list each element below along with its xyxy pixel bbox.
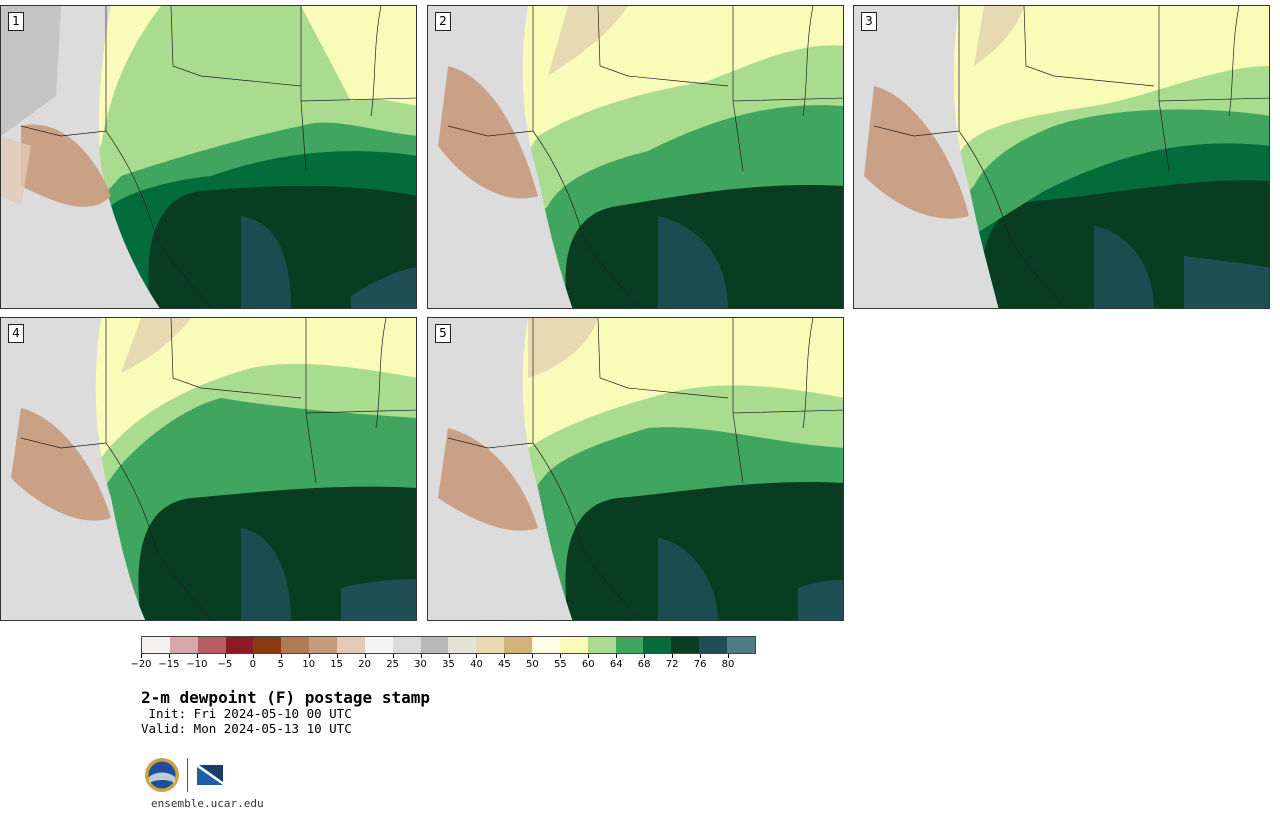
colorbar-tick-label: 0 (249, 659, 256, 670)
colorbar-swatch (142, 637, 170, 653)
colorbar-tick (336, 654, 338, 658)
website-url: ensemble.ucar.edu (151, 797, 264, 810)
map-panel-1: 1 (0, 5, 417, 309)
panel-number-label: 1 (8, 12, 24, 31)
colorbar-tick (196, 654, 198, 658)
colorbar-tick (476, 654, 478, 658)
colorbar-swatch (309, 637, 338, 653)
colorbar-tick (728, 654, 730, 658)
colorbar-swatch (169, 637, 198, 653)
colorbar-tick (448, 654, 450, 658)
colorbar-tick-label: 30 (414, 659, 427, 670)
colorbar-tick-label: 45 (498, 659, 511, 670)
colorbar-tick (700, 654, 702, 658)
colorbar-tick-label: 50 (525, 659, 539, 670)
colorbar-swatch (197, 637, 226, 653)
colorbar-tick (420, 654, 422, 658)
dewpoint-map (1, 318, 416, 620)
init-time: Init: Fri 2024-05-10 00 UTC (141, 706, 352, 721)
colorbar-tick (141, 654, 142, 658)
colorbar-tick-label: 60 (581, 659, 595, 670)
nsf-logo (145, 758, 179, 792)
colorbar-swatch (225, 637, 254, 653)
colorbar-tick-label: 20 (358, 659, 371, 670)
map-panel-3: 3 (853, 5, 1270, 309)
colorbar-tick-label: 25 (386, 659, 399, 670)
colorbar-tick-label: 35 (442, 659, 455, 670)
colorbar-swatch (392, 637, 421, 653)
colorbar-swatch (643, 637, 672, 653)
colorbar-tick (504, 654, 506, 658)
colorbar-swatch (337, 637, 365, 653)
logo-divider (187, 758, 188, 792)
colorbar-tick-label: −5 (217, 659, 233, 670)
colorbar-tick (308, 654, 310, 658)
colorbar-tick (280, 654, 282, 658)
colorbar-swatch (448, 637, 477, 653)
colorbar-swatch (699, 637, 728, 653)
colorbar-swatch (420, 637, 449, 653)
colorbar-tick-label: 72 (665, 659, 679, 670)
colorbar-tick (532, 654, 534, 658)
ncar-mark-icon (197, 765, 223, 785)
ncar-logo (197, 765, 223, 785)
colorbar-tick (588, 654, 590, 658)
colorbar (141, 636, 756, 654)
colorbar-swatch (281, 637, 310, 653)
colorbar-tick-label: 5 (277, 659, 284, 670)
logos (144, 757, 223, 793)
colorbar-swatch (476, 637, 505, 653)
dewpoint-map (1, 6, 416, 308)
colorbar-tick (168, 654, 170, 658)
panel-number-label: 5 (435, 324, 451, 343)
colorbar-swatch (364, 637, 393, 653)
colorbar-swatch (587, 637, 616, 653)
colorbar-tick-label: −15 (158, 659, 180, 670)
colorbar-tick (644, 654, 646, 658)
map-panel-5: 5 (427, 317, 844, 621)
colorbar-tick (616, 654, 618, 658)
colorbar-tick (224, 654, 226, 658)
colorbar-tick-label: −10 (186, 659, 208, 670)
colorbar-tick-label: 40 (470, 659, 483, 670)
colorbar-tick (392, 654, 394, 658)
colorbar-tick (560, 654, 562, 658)
colorbar-swatch (504, 637, 533, 653)
colorbar-swatch (615, 637, 644, 653)
colorbar-swatch (727, 637, 755, 653)
colorbar-tick (252, 654, 254, 658)
colorbar-tick-label: 76 (693, 659, 707, 670)
valid-time: Valid: Mon 2024-05-13 10 UTC (141, 721, 352, 736)
colorbar-swatch (253, 637, 282, 653)
colorbar-tick-label: 15 (330, 659, 344, 670)
colorbar-tick-label: 80 (721, 659, 735, 670)
dewpoint-map (428, 6, 843, 308)
dewpoint-map (428, 318, 843, 620)
colorbar-tick-label: 10 (302, 659, 316, 670)
colorbar-tick (364, 654, 366, 658)
plot-title: 2-m dewpoint (F) postage stamp (141, 688, 430, 707)
colorbar-tick (672, 654, 674, 658)
colorbar-ticks: −20 −15 −10 −5 0 5 10 15 20 25 30 35 40 45 50 55 60 64 68 7… (130, 654, 756, 674)
colorbar-tick-label: 55 (553, 659, 567, 670)
panel-number-label: 4 (8, 324, 24, 343)
colorbar-tick-label: −20 (130, 659, 152, 670)
panel-number-label: 3 (861, 12, 877, 31)
panel-number-label: 2 (435, 12, 451, 31)
map-panel-2: 2 (427, 5, 844, 309)
map-panel-4: 4 (0, 317, 417, 621)
colorbar-swatch (671, 637, 700, 653)
colorbar-swatch (532, 637, 560, 653)
dewpoint-map (854, 6, 1269, 308)
colorbar-tick-label: 68 (637, 659, 651, 670)
colorbar-tick-label: 64 (609, 659, 623, 670)
colorbar-swatch (559, 637, 588, 653)
